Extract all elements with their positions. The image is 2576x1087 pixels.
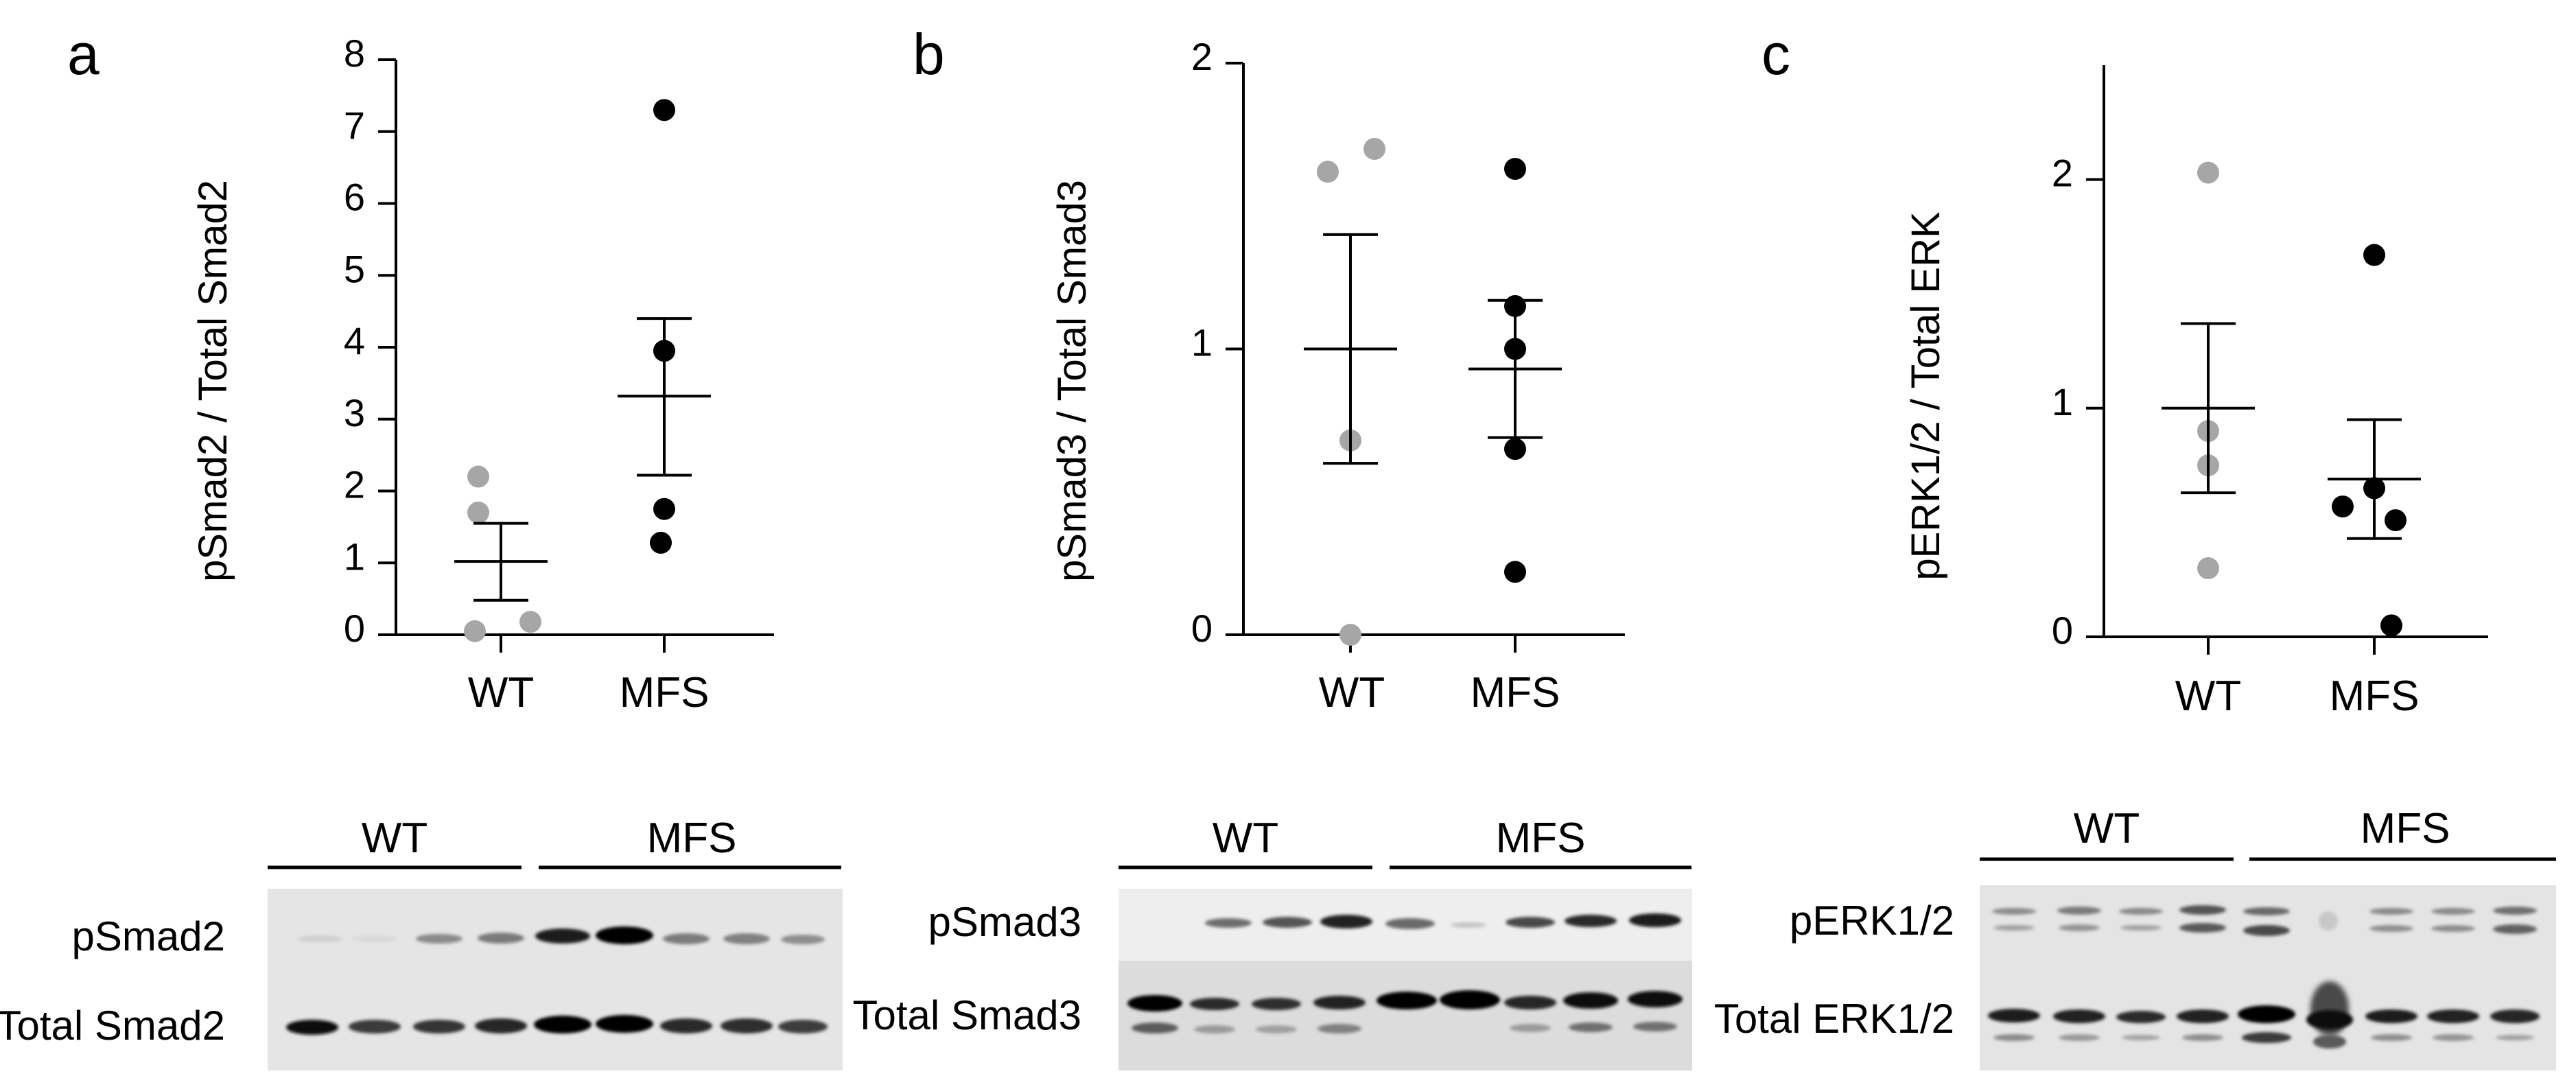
y-tick-label-c-1: 1 (2052, 380, 2073, 423)
y-tick-label-a-8: 8 (344, 32, 365, 75)
panel-c: c pERK1/2 / Total ERK 012 WT MFS WT MFS … (1714, 22, 2556, 1071)
data-point-b-mfs-4 (1504, 561, 1526, 583)
data-point-c-mfs-2 (2332, 495, 2354, 518)
blot-bands-c (1988, 905, 2540, 1049)
blot-group-wt-a: WT (362, 815, 428, 862)
data-point-a-wt-2 (519, 611, 541, 633)
blot-row-label-a-2: Total Smad2 (0, 1003, 225, 1049)
panel-b: b pSmad3 / Total Smad3 0 1 2 WT MFS WT MFS… (852, 22, 1692, 1071)
panel-letter-c: c (1761, 22, 1790, 86)
scatter-plot-a: 0 1 2 3 4 5 6 7 8 (344, 32, 774, 653)
panel-letter-a: a (67, 22, 99, 86)
blot-bands-b (1127, 913, 1683, 1033)
data-point-c-wt-3 (2197, 557, 2219, 580)
y-tick-label-a-2: 2 (344, 463, 365, 506)
blot-group-mfs-a: MFS (647, 815, 737, 862)
data-point-a-mfs-2 (653, 498, 675, 520)
data-point-c-mfs-0 (2363, 244, 2385, 266)
data-point-b-wt-3 (1339, 624, 1361, 646)
blot-image-b-bottom (1119, 961, 1692, 1071)
blot-row-label-a-1: pSmad2 (72, 913, 225, 959)
y-tick-label-b-1: 1 (1191, 321, 1213, 364)
blot-row-label-c-1: pERK1/2 (1790, 898, 1954, 944)
data-point-c-mfs-4 (2380, 614, 2402, 637)
blot-group-mfs-b: MFS (1496, 815, 1586, 862)
y-tick-label-a-5: 5 (344, 247, 365, 290)
y-tick-label-a-1: 1 (344, 535, 365, 578)
panel-letter-b: b (913, 22, 945, 86)
blot-bands-a (286, 926, 828, 1035)
data-point-a-wt-0 (467, 465, 489, 488)
y-tick-label-b-0: 0 (1191, 607, 1213, 650)
y-tick-label-a-7: 7 (344, 104, 365, 147)
x-tick-mfs-a: MFS (620, 669, 710, 716)
x-tick-mfs-c: MFS (2330, 673, 2420, 720)
scatter-plot-c: 0 1 2 (2052, 65, 2488, 655)
y-tick-label-b-2: 2 (1191, 35, 1213, 78)
blot-row-label-b-2: Total Smad3 (852, 992, 1081, 1038)
data-point-c-wt-0 (2197, 161, 2219, 184)
y-axis-label-a: pSmad2 / Total Smad2 (191, 180, 235, 582)
y-tick-label-c-2: 2 (2052, 152, 2073, 195)
data-point-a-mfs-0 (653, 99, 675, 121)
data-point-c-mfs-3 (2385, 509, 2407, 532)
data-point-b-mfs-3 (1504, 438, 1526, 460)
data-point-b-wt-0 (1317, 161, 1339, 183)
scatter-plot-b: 0 1 2 (1191, 35, 1625, 653)
data-point-b-mfs-0 (1504, 158, 1526, 180)
blot-row-label-c-2: Total ERK1/2 (1714, 996, 1954, 1042)
blot-group-wt-b: WT (1213, 815, 1278, 862)
blot-group-mfs-c: MFS (2361, 805, 2450, 852)
x-tick-wt-a: WT (468, 669, 534, 716)
y-axis-label-c: pERK1/2 / Total ERK (1904, 211, 1948, 581)
data-point-b-wt-1 (1363, 137, 1385, 160)
y-axis-label-b: pSmad3 / Total Smad3 (1050, 180, 1094, 582)
blot-row-label-b-1: pSmad3 (928, 899, 1081, 945)
data-point-a-wt-3 (464, 620, 486, 642)
x-tick-wt-b: WT (1319, 669, 1385, 716)
data-point-a-wt-1 (467, 501, 489, 524)
data-point-a-mfs-3 (650, 531, 672, 554)
x-tick-mfs-b: MFS (1471, 669, 1560, 716)
blot-group-wt-c: WT (2074, 805, 2140, 852)
y-tick-label-a-6: 6 (344, 176, 365, 219)
y-tick-label-a-0: 0 (344, 607, 365, 650)
blot-image-a (268, 889, 843, 1071)
y-tick-label-a-3: 3 (344, 391, 365, 434)
y-tick-label-c-0: 0 (2052, 609, 2073, 652)
y-tick-label-a-4: 4 (344, 319, 365, 362)
x-tick-wt-c: WT (2175, 673, 2241, 720)
